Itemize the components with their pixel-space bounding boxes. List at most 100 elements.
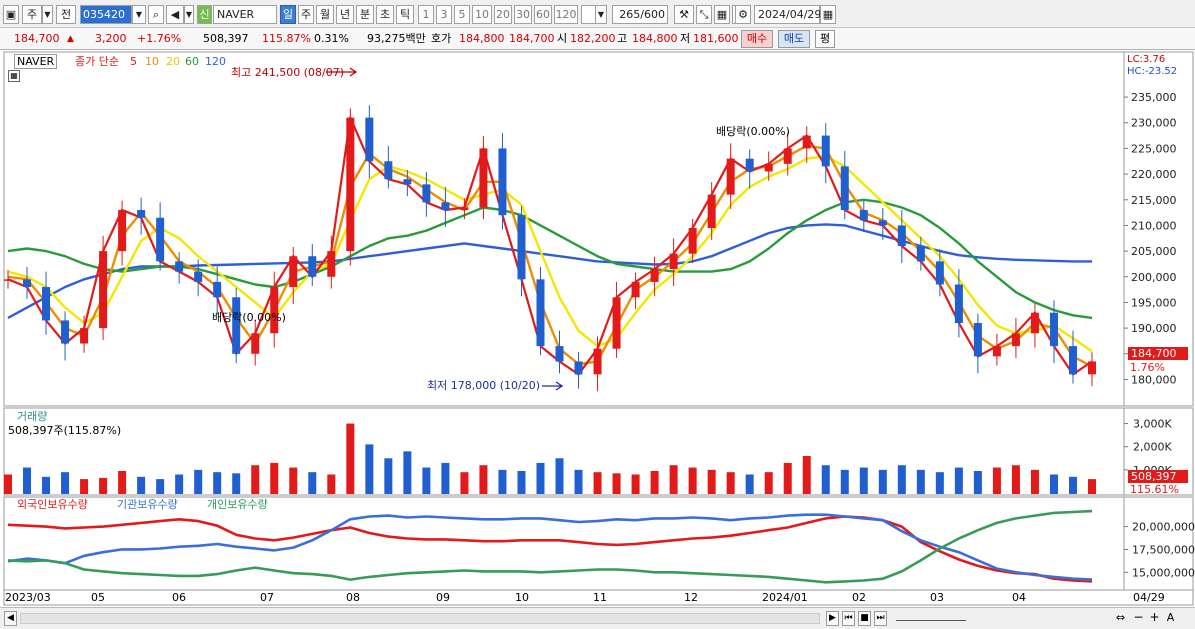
period-month[interactable]: 월: [316, 5, 334, 24]
speaker-icon[interactable]: ◀: [166, 5, 184, 24]
window-icon[interactable]: ▣: [3, 5, 19, 24]
minute-3[interactable]: 3: [436, 5, 452, 24]
period-second[interactable]: 초: [376, 5, 394, 24]
prev-button[interactable]: 전: [56, 5, 76, 24]
scroll-right-icon[interactable]: ▶: [826, 611, 839, 626]
minute-60[interactable]: 60: [534, 5, 552, 24]
holding-line-3: [7, 509, 1093, 584]
volume-bar: [821, 465, 830, 494]
period-year[interactable]: 년: [336, 5, 354, 24]
minute-30[interactable]: 30: [514, 5, 532, 24]
candle-body: [4, 279, 12, 281]
grid-icon[interactable]: ▦: [714, 5, 730, 24]
table-icon[interactable]: ▦: [8, 70, 20, 82]
volume-bar: [327, 474, 336, 494]
scroll-bar[interactable]: ◀ ▶ ⏮ ■ ⏭ − + A ⇔: [0, 607, 1195, 629]
candle-body: [422, 184, 431, 203]
chevron-down-icon[interactable]: ▼: [42, 5, 53, 24]
volume-bar: [403, 451, 412, 494]
volume-bar: [1088, 479, 1096, 494]
legend-foreign: 외국인보유수량: [17, 498, 88, 511]
candle-body: [80, 328, 89, 344]
zoom-slider[interactable]: [896, 615, 966, 621]
price-tick-label: 200,000: [1131, 271, 1177, 284]
volume-value: 508,397: [203, 32, 249, 45]
candle-body: [935, 261, 944, 285]
minute-1[interactable]: 1: [418, 5, 434, 24]
minute-120[interactable]: 120: [554, 5, 578, 24]
chart-canvas[interactable]: 180,000185,000190,000195,000200,000205,0…: [0, 50, 1195, 607]
volume-bar: [270, 462, 279, 494]
scroll-left-icon[interactable]: ◀: [4, 611, 17, 626]
open-label: 시: [557, 32, 568, 45]
candle-body: [973, 322, 982, 357]
period-day[interactable]: 일: [280, 5, 296, 24]
indicator-icon[interactable]: ⚒: [674, 5, 694, 24]
volume-bar: [536, 462, 545, 494]
period-minute[interactable]: 분: [356, 5, 374, 24]
scroll-track[interactable]: [20, 613, 820, 624]
settings-icon[interactable]: ⚙: [735, 5, 751, 24]
sell-button[interactable]: 매도: [778, 30, 810, 48]
stop-icon[interactable]: ■: [858, 611, 871, 626]
x-axis-label: 11: [593, 591, 607, 604]
volume-current-marker: 508,397: [1128, 470, 1188, 483]
volume-bar: [232, 473, 241, 494]
zoom-in-icon[interactable]: +: [1149, 610, 1160, 624]
calendar-icon[interactable]: ▦: [820, 5, 836, 24]
period-select[interactable]: 주: [22, 5, 42, 24]
ask-price: 184,800: [459, 32, 505, 45]
candle-body: [631, 281, 640, 298]
high-label: 고: [617, 32, 628, 45]
stock-name-field: NAVER: [213, 5, 277, 24]
buy-button[interactable]: 매수: [741, 30, 773, 48]
chevron-down-icon[interactable]: ▼: [184, 5, 194, 24]
stock-code-input[interactable]: 035420: [80, 5, 132, 24]
volume-bar: [441, 462, 450, 494]
period-tick[interactable]: 틱: [396, 5, 414, 24]
candle-body: [232, 297, 241, 354]
trade-amount: 93,275백만: [367, 32, 426, 45]
minute-5[interactable]: 5: [454, 5, 470, 24]
volume-bar: [213, 472, 222, 494]
volume-bar: [745, 474, 754, 494]
candle-body: [346, 117, 355, 252]
candle-body: [517, 215, 526, 280]
draw-icon[interactable]: ⤡: [696, 5, 712, 24]
holding-tick-label: 17,500,000: [1132, 543, 1195, 556]
ma-line-20: [7, 154, 1093, 353]
price-tick-label: 235,000: [1131, 91, 1177, 104]
low-label: 저: [680, 32, 691, 45]
dividend-annotation-2: 배당락(0.00%): [716, 125, 790, 138]
last-icon[interactable]: ⏭: [874, 611, 887, 626]
chart-area[interactable]: 180,000185,000190,000195,000200,000205,0…: [0, 50, 1195, 607]
minute-10[interactable]: 10: [472, 5, 492, 24]
candle-body: [289, 256, 298, 288]
bar-count-input[interactable]: 265/600: [612, 5, 668, 24]
legend-institution: 기관보유수량: [117, 498, 178, 511]
bid-label: 호가: [431, 32, 452, 45]
date-input[interactable]: 2024/04/29: [754, 5, 821, 24]
chart-type-icon[interactable]: ⇔: [1115, 611, 1126, 624]
candle-body: [992, 346, 1001, 357]
chevron-down-icon[interactable]: ▼: [132, 5, 146, 24]
candle-body: [498, 148, 507, 216]
current-price: 184,700: [14, 32, 60, 45]
chevron-down-icon[interactable]: ▼: [595, 5, 607, 24]
first-icon[interactable]: ⏮: [842, 611, 855, 626]
ma-period-120: 120: [205, 55, 226, 68]
font-size-icon[interactable]: A: [1166, 611, 1175, 624]
price-tick-label: 180,000: [1131, 373, 1177, 386]
volume-bar: [764, 472, 773, 494]
search-icon[interactable]: ⌕: [148, 5, 164, 24]
price-tick-label: 205,000: [1131, 245, 1177, 258]
volume-bar: [4, 474, 12, 494]
period-week[interactable]: 주: [298, 5, 314, 24]
volume-bar: [1049, 474, 1058, 494]
volume-bar: [61, 472, 70, 494]
minute-20[interactable]: 20: [494, 5, 512, 24]
volume-bar: [498, 469, 507, 494]
zoom-out-icon[interactable]: −: [1133, 610, 1144, 624]
volume-bar: [593, 472, 602, 494]
eval-button[interactable]: 평: [815, 30, 835, 48]
